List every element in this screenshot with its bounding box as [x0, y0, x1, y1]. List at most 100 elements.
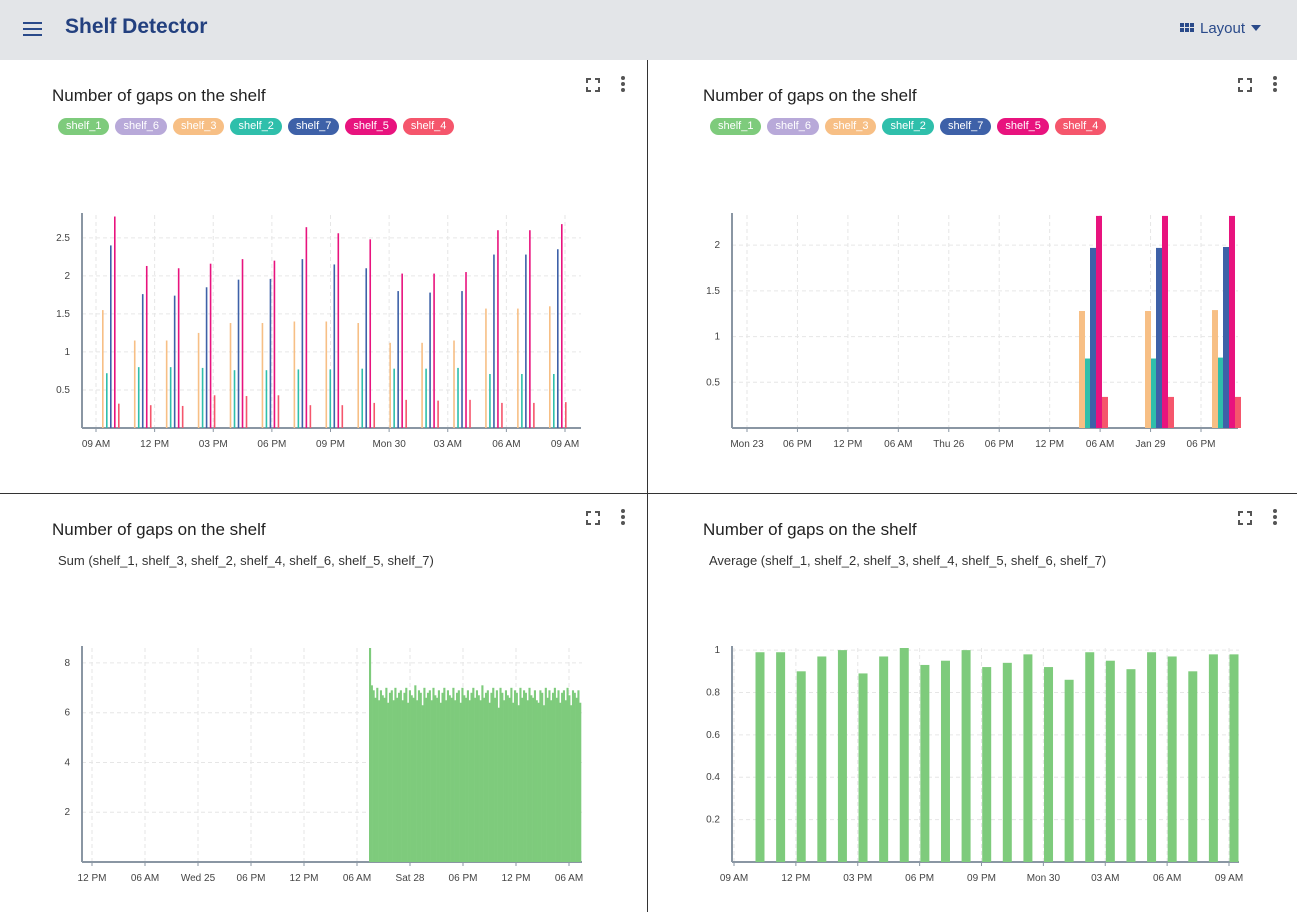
fullscreen-icon[interactable] — [1238, 511, 1252, 525]
bar-shelf_3 — [421, 342, 423, 428]
bar-sum — [392, 700, 395, 862]
bar-sum — [477, 695, 480, 862]
y-tick-label: 1 — [64, 347, 70, 358]
x-tick-label: 06 AM — [884, 439, 912, 450]
bar-shelf_7 — [429, 292, 431, 428]
bar-average — [1044, 667, 1054, 862]
bar-shelf_7 — [1223, 246, 1229, 428]
bar-sum — [528, 687, 531, 862]
chart-panel-4: Number of gaps on the shelf Average (she… — [648, 494, 1297, 912]
legend-chip-shelf_4[interactable]: shelf_4 — [402, 118, 455, 135]
x-tick-label: 06 AM — [343, 873, 371, 884]
bar-average — [1147, 652, 1157, 862]
x-tick-label: 06 AM — [555, 873, 583, 884]
bar-sum — [570, 705, 573, 862]
panel-title: Number of gaps on the shelf — [703, 86, 917, 105]
more-vert-icon[interactable] — [1272, 509, 1278, 527]
legend-chip-shelf_5[interactable]: shelf_5 — [345, 118, 397, 135]
bar-sum — [430, 700, 433, 862]
legend-chip-shelf_5[interactable]: shelf_5 — [997, 118, 1049, 135]
bar-shelf_2 — [1218, 357, 1224, 428]
bar-average — [1085, 652, 1095, 862]
legend-chip-shelf_7[interactable]: shelf_7 — [287, 118, 340, 135]
bar-sum — [530, 695, 533, 862]
bar-shelf_2 — [265, 370, 268, 428]
bar-shelf_4 — [149, 405, 152, 428]
more-vert-icon[interactable] — [620, 509, 626, 527]
bar-sum — [537, 702, 540, 862]
bar-sum — [381, 695, 384, 862]
x-tick-label: 12 PM — [78, 873, 107, 884]
bar-shelf_4 — [341, 405, 344, 428]
bar-sum — [546, 697, 549, 862]
x-tick-label: 09 AM — [720, 873, 748, 884]
bar-sum — [428, 690, 431, 862]
bar-sum — [555, 697, 558, 862]
x-tick-label: 09 AM — [82, 439, 110, 450]
fullscreen-icon[interactable] — [1238, 78, 1252, 92]
bar-shelf_2 — [393, 368, 395, 428]
bar-shelf_5 — [114, 216, 116, 428]
bar-sum — [421, 705, 424, 862]
x-tick-label: Thu 26 — [933, 439, 965, 450]
bar-sum — [372, 690, 375, 862]
chart-svg: 0.5 1 1.5 2 2.5 09 AM 12 PM 03 PM 06 PM 09 PM Mon … — [56, 213, 581, 450]
bar-shelf_5 — [561, 224, 563, 428]
bar-sum — [548, 690, 551, 862]
legend-chip-shelf_3[interactable]: shelf_3 — [172, 118, 225, 135]
bar-shelf_2 — [1085, 358, 1091, 428]
bar-sum — [513, 690, 517, 862]
bar-sum — [484, 692, 488, 862]
x-tick-label: 06 AM — [1086, 439, 1114, 450]
fullscreen-icon[interactable] — [586, 78, 600, 92]
bar-sum — [419, 692, 422, 862]
bar-sum — [414, 685, 417, 862]
legend-chip-shelf_4[interactable]: shelf_4 — [1054, 118, 1107, 135]
bar-shelf_2 — [1151, 358, 1157, 428]
bar-average — [1188, 671, 1198, 862]
bar-sum — [571, 690, 575, 862]
bar-average — [982, 667, 992, 862]
axes: 0.2 0.4 0.6 0.8 1 09 AM 12 PM 03 PM 06 PM 09 PM Mo… — [706, 645, 1243, 884]
bar-sum — [524, 692, 527, 862]
bar-sum — [434, 695, 437, 862]
x-tick-label: 12 PM — [781, 873, 810, 884]
bar-sum — [562, 690, 565, 862]
fullscreen-icon[interactable] — [586, 511, 600, 525]
legend-chip-shelf_3[interactable]: shelf_3 — [824, 118, 877, 135]
bar-shelf_7 — [1156, 247, 1162, 428]
more-vert-icon[interactable] — [620, 76, 626, 94]
more-vert-icon[interactable] — [1272, 76, 1278, 94]
horizontal-divider — [0, 493, 1297, 494]
bar-sum — [454, 700, 457, 862]
bar-shelf_7 — [301, 259, 304, 428]
bar-sum — [439, 702, 442, 862]
axes: 0.5 1 1.5 2 Mon 23 06 PM 12 PM 06 AM Thu 26 06 PM… — [706, 213, 1238, 450]
bar-shelf_5 — [145, 265, 148, 428]
legend-chip-shelf_2[interactable]: shelf_2 — [882, 118, 934, 135]
bar-shelf_7 — [525, 254, 527, 428]
bar-average — [1023, 654, 1033, 862]
bar-sum — [416, 700, 419, 862]
grid-icon — [1180, 23, 1194, 33]
x-tick-label: 09 PM — [316, 439, 345, 450]
layout-button[interactable]: Layout — [1180, 17, 1262, 39]
bar-sum — [575, 697, 578, 862]
legend-chip-shelf_6[interactable]: shelf_6 — [767, 118, 819, 135]
bar-average — [1105, 660, 1115, 862]
bar-sum — [512, 702, 515, 862]
legend-chip-shelf_6[interactable]: shelf_6 — [115, 118, 167, 135]
menu-icon[interactable] — [22, 18, 44, 40]
legend-chip-shelf_1[interactable]: shelf_1 — [58, 118, 110, 135]
bar-shelf_4 — [1235, 396, 1241, 428]
bar-shelf_2 — [361, 368, 364, 428]
legend-chip-shelf_7[interactable]: shelf_7 — [939, 118, 992, 135]
bar-sum — [436, 697, 439, 862]
legend-chip-shelf_1[interactable]: shelf_1 — [710, 118, 762, 135]
x-tick-label: 06 PM — [985, 439, 1014, 450]
legend-chip-shelf_2[interactable]: shelf_2 — [230, 118, 282, 135]
bar-sum — [455, 692, 459, 862]
bar-sum — [544, 687, 547, 862]
bar-sum — [495, 690, 498, 862]
bar-sum — [486, 690, 489, 862]
